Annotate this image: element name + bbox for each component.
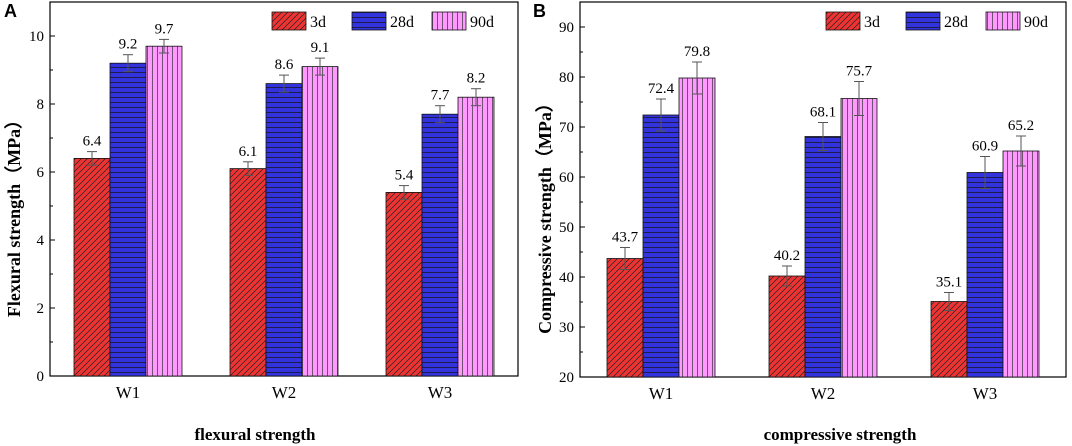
panel-b-x-axis-label: compressive strength xyxy=(764,425,917,444)
panel-b-value-label: 72.4 xyxy=(648,81,675,97)
panel-b-legend-label-28d: 28d xyxy=(944,14,968,31)
panel-b-y-tick-label: 60 xyxy=(559,170,574,186)
panel-b-bar-w1-28d xyxy=(642,114,680,378)
panel-a-bar-w1-3d xyxy=(73,157,111,377)
panel-a-plot-area: 0 2 4 6 8 10 W1 6.4 9.2 9.7 W2 6.1 8.6 9.1 W3 5.4 7.7 8.2… xyxy=(29,1,519,402)
panel-b-category-label: W2 xyxy=(811,384,836,403)
panel-b-value-label: 35.1 xyxy=(936,275,962,291)
panel-a-bar-w2-3d xyxy=(229,168,267,377)
panel-b-plot-area: 20 30 40 50 60 70 80 90 W1 43.7 72.4 79.8 W2 40.2 68.1… xyxy=(559,1,1067,403)
panel-a-y-tick-label: 8 xyxy=(37,97,45,113)
panel-b-bar-w1-3d xyxy=(606,258,644,378)
panel-b-y-tick-label: 30 xyxy=(559,320,574,336)
panel-b-bar-w2-28d xyxy=(804,136,842,378)
panel-a-legend-swatch-3d xyxy=(271,11,307,31)
panel-a-value-label: 8.2 xyxy=(467,71,486,87)
panel-b-y-tick-label: 20 xyxy=(559,370,574,386)
panel-a-bar-w1-28d xyxy=(109,62,147,377)
panel-a-category-label: W3 xyxy=(428,383,453,402)
panel-b-y-tick-label: 80 xyxy=(559,70,574,86)
panel-a-value-label: 6.4 xyxy=(83,134,102,150)
panel-b-category-label: W1 xyxy=(649,384,674,403)
panel-a-category-label: W1 xyxy=(116,383,141,402)
panel-a-legend-label-28d: 28d xyxy=(390,14,414,31)
panel-b-legend-swatch-28d xyxy=(905,11,941,31)
panel-b-value-label: 79.8 xyxy=(684,44,710,60)
panel-a-legend-swatch-90d xyxy=(431,11,467,31)
panel-a-x-axis-label: flexural strength xyxy=(194,425,316,444)
panel-a-y-tick-label: 0 xyxy=(37,369,45,385)
panel-b-letter: B xyxy=(533,1,546,21)
panel-a-value-label: 9.1 xyxy=(311,40,330,56)
panel-a-chart: A Flexural strength（MPa） flexural streng… xyxy=(4,1,519,444)
panel-b-value-label: 75.7 xyxy=(846,64,873,80)
panel-b-value-label: 60.9 xyxy=(972,139,998,155)
panel-a-y-tick-label: 10 xyxy=(29,29,44,45)
panel-b-value-label: 68.1 xyxy=(810,105,836,121)
panel-b-category-label: W3 xyxy=(973,384,998,403)
panel-a-category-label: W2 xyxy=(272,383,297,402)
panel-b-bar-w2-90d xyxy=(840,98,878,378)
panel-b-legend-swatch-90d xyxy=(985,11,1021,31)
panel-b-y-axis-label: Compressive strength（MPa） xyxy=(535,94,555,334)
panel-a-legend-swatch-28d xyxy=(351,11,387,31)
panel-b-bar-w3-90d xyxy=(1002,150,1040,378)
panel-a-bar-w3-90d xyxy=(457,96,495,377)
panel-b-bar-w1-90d xyxy=(678,77,716,378)
panel-b-y-tick-label: 90 xyxy=(559,20,574,36)
panel-b-chart: B Compressive strength（MPa） compressive … xyxy=(533,1,1067,444)
panel-a-bar-w3-28d xyxy=(421,113,459,377)
panel-a-value-label: 8.6 xyxy=(275,57,294,73)
panel-a-y-tick-label: 2 xyxy=(37,301,45,317)
panel-b-legend-label-3d: 3d xyxy=(864,14,880,31)
panel-a-letter: A xyxy=(4,1,17,21)
panel-a-legend-label-90d: 90d xyxy=(470,14,494,31)
panel-a-y-tick-label: 6 xyxy=(37,165,45,181)
panel-b-bar-w3-3d xyxy=(930,301,968,378)
panel-b-legend-label-90d: 90d xyxy=(1024,14,1048,31)
panel-a-value-label: 9.2 xyxy=(119,37,138,53)
panel-a-y-axis-label: Flexural strength（MPa） xyxy=(4,111,24,317)
panel-b-value-label: 43.7 xyxy=(612,230,639,246)
panel-b-y-tick-label: 40 xyxy=(559,270,574,286)
panel-b-bar-w3-28d xyxy=(966,172,1004,378)
panel-a-legend-label-3d: 3d xyxy=(310,14,326,31)
panel-b-value-label: 40.2 xyxy=(774,248,800,264)
panel-a-value-label: 7.7 xyxy=(431,88,450,104)
panel-a-value-label: 9.7 xyxy=(155,21,174,37)
panel-a-value-label: 5.4 xyxy=(395,168,414,184)
panel-b-bar-w2-3d xyxy=(768,275,806,378)
panel-a-bar-w1-90d xyxy=(145,45,183,377)
panel-a-y-tick-label: 4 xyxy=(37,233,45,249)
panel-b-y-tick-label: 70 xyxy=(559,120,574,136)
panel-b-legend-swatch-3d xyxy=(825,11,861,31)
panel-a-value-label: 6.1 xyxy=(239,144,258,160)
panel-a-bar-w2-28d xyxy=(265,83,303,377)
panel-b-value-label: 65.2 xyxy=(1008,118,1034,134)
panel-a-bar-w3-3d xyxy=(385,191,423,377)
panel-a-bar-w2-90d xyxy=(301,66,339,377)
panel-b-y-tick-label: 50 xyxy=(559,220,574,236)
